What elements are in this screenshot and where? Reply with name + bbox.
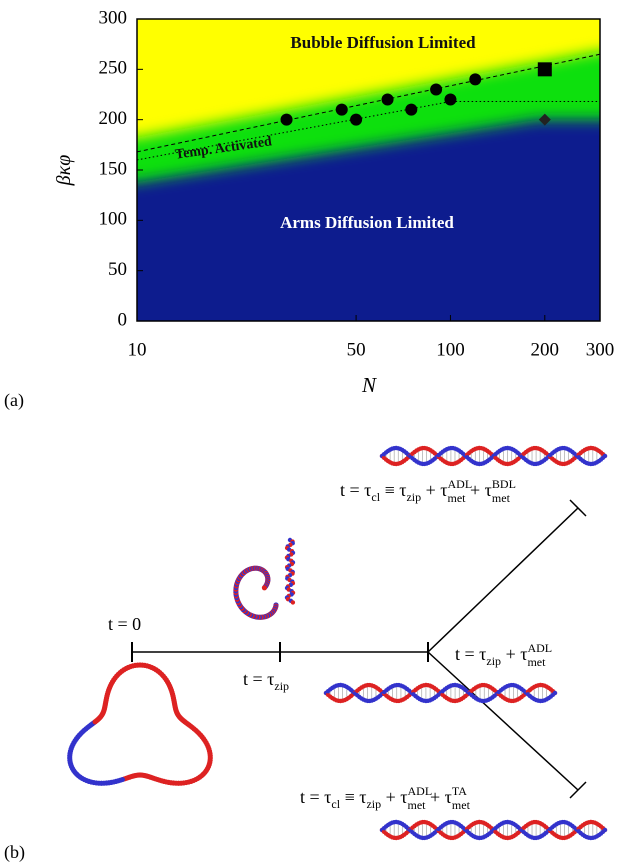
y-tick-label: 250 xyxy=(99,58,128,79)
panel-label: (a) xyxy=(4,390,24,411)
label-part: + τ xyxy=(501,644,527,664)
region-label: Bubble Diffusion Limited xyxy=(290,33,476,52)
point xyxy=(335,103,348,116)
bead xyxy=(552,690,558,696)
x-tick-label: 100 xyxy=(436,339,465,360)
bead xyxy=(602,827,608,833)
branch-tick xyxy=(569,781,587,799)
point xyxy=(280,113,293,126)
y-tick-label: 0 xyxy=(118,309,128,330)
branch xyxy=(427,651,579,791)
label-part: zip xyxy=(406,490,421,504)
y-tick-label: 150 xyxy=(99,158,128,179)
label-part: TA xyxy=(452,784,467,798)
time-label: t = τzip xyxy=(243,669,289,693)
label-part: t = τ xyxy=(243,669,274,689)
boundary-line xyxy=(136,53,601,153)
label-part: + τ xyxy=(421,480,447,500)
label-part: t = τ xyxy=(300,787,331,807)
label-part: BDL xyxy=(492,477,516,491)
x-tick-label: 50 xyxy=(347,339,366,360)
bead xyxy=(261,585,268,591)
point xyxy=(444,93,457,106)
label-part: cl xyxy=(331,797,340,811)
label-part: t = 0 xyxy=(108,614,141,634)
x-tick-label: 10 xyxy=(128,339,147,360)
panel-label: (b) xyxy=(4,842,25,863)
bead xyxy=(602,453,608,459)
label-part: ADL xyxy=(448,477,473,491)
label-part: + τ xyxy=(381,787,407,807)
molecules xyxy=(67,445,608,841)
time-label: t = τcl ≡ τzip + τADL met + τTA met xyxy=(300,784,471,812)
y-tick-label: 300 xyxy=(99,7,128,28)
x-tick-label: 200 xyxy=(531,339,560,360)
y-tick-label: 200 xyxy=(99,108,128,129)
regions xyxy=(137,19,600,321)
x-axis-label: N xyxy=(361,373,377,397)
point xyxy=(469,73,482,86)
time-label: t = τcl ≡ τzip + τADL met + τBDL met xyxy=(340,477,516,505)
label-part: cl xyxy=(371,490,380,504)
label-part: met xyxy=(527,655,546,669)
label-part: ≡ τ xyxy=(340,787,366,807)
y-axis-label: βκφ xyxy=(53,155,75,187)
branch-tick xyxy=(569,499,587,517)
label-part: t = τ xyxy=(455,644,486,664)
point xyxy=(405,103,418,116)
region xyxy=(137,119,600,321)
label-part: zip xyxy=(366,797,381,811)
region-label: Arms Diffusion Limited xyxy=(280,213,454,232)
label-part: met xyxy=(492,491,511,505)
label-part: + τ xyxy=(466,480,492,500)
point xyxy=(538,113,551,126)
label-part: met xyxy=(448,491,467,505)
point xyxy=(350,113,363,126)
label-part: ≡ τ xyxy=(380,480,406,500)
time-label: t = 0 xyxy=(108,614,141,634)
point xyxy=(537,62,552,77)
label-part: t = τ xyxy=(340,480,371,500)
y-tick-label: 100 xyxy=(99,209,128,230)
label-part: met xyxy=(452,798,471,812)
branch xyxy=(427,507,579,653)
label-part: ADL xyxy=(408,784,433,798)
x-tick-label: 300 xyxy=(586,339,615,360)
label-part: zip xyxy=(486,654,501,668)
point xyxy=(381,93,394,106)
point xyxy=(430,83,443,96)
bead xyxy=(290,600,296,605)
label-part: ADL xyxy=(527,641,552,655)
time-label: t = τzip + τADL met xyxy=(455,641,552,669)
y-tick-label: 50 xyxy=(108,259,127,280)
label-part: met xyxy=(408,798,427,812)
label-part: + τ xyxy=(426,787,452,807)
bead xyxy=(196,730,202,736)
label-part: zip xyxy=(274,679,289,693)
